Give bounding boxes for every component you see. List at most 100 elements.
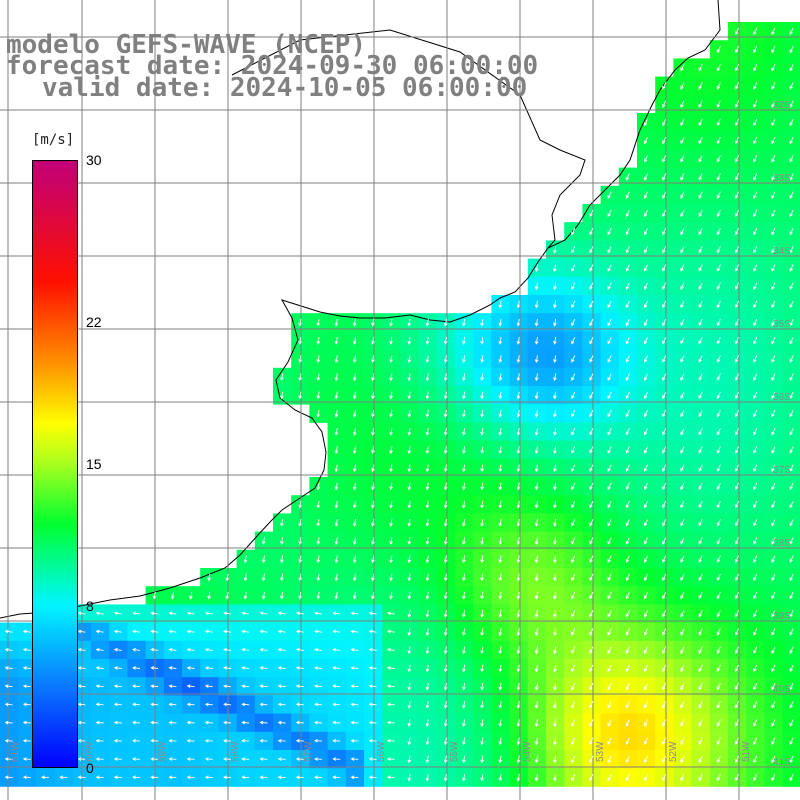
wind-arrow <box>589 537 594 545</box>
wind-arrow <box>498 500 503 509</box>
wind-arrow <box>698 318 703 327</box>
wind-arrow <box>789 355 794 363</box>
wind-arrow <box>386 702 395 707</box>
wind-arrow <box>571 628 576 636</box>
wind-arrow <box>207 591 211 600</box>
wind-arrow <box>716 737 721 745</box>
wind-arrow <box>132 720 141 725</box>
wind-arrow <box>753 446 758 454</box>
wind-arrow <box>680 82 685 90</box>
wind-arrow <box>316 591 321 600</box>
wind-arrow <box>462 664 466 673</box>
wind-arrow <box>77 647 86 652</box>
wind-arrow <box>698 136 703 145</box>
wind-arrow <box>553 646 557 655</box>
wind-arrow <box>734 227 740 236</box>
wind-arrow <box>753 573 758 582</box>
wind-arrow <box>277 775 286 780</box>
wind-arrow <box>716 300 721 309</box>
wind-arrow <box>698 373 703 381</box>
wind-arrow <box>753 64 758 72</box>
wind-arrow <box>662 555 667 563</box>
wind-arrow <box>716 136 721 145</box>
wind-arrow <box>771 500 776 509</box>
wind-arrow <box>716 391 721 400</box>
wind-arrow <box>389 555 393 564</box>
wind-speed-field <box>0 22 800 787</box>
wind-arrow <box>389 519 393 527</box>
wind-arrow <box>698 646 703 654</box>
wind-arrow <box>462 719 466 727</box>
wind-arrow <box>771 591 776 600</box>
wind-arrow <box>4 684 13 688</box>
wind-arrow <box>625 373 630 381</box>
wind-arrow <box>425 682 430 691</box>
wind-arrow <box>186 775 195 780</box>
wind-arrow <box>389 591 393 600</box>
wind-arrow <box>298 337 302 345</box>
wind-arrow <box>753 246 758 254</box>
wind-arrow <box>607 428 612 436</box>
wind-arrow <box>625 519 630 527</box>
wind-arrow <box>498 591 503 600</box>
wind-arrow <box>534 300 539 309</box>
wind-arrow <box>771 373 776 381</box>
wind-arrow <box>662 227 667 236</box>
wind-arrow <box>223 775 232 780</box>
wind-arrow <box>334 409 339 418</box>
wind-arrow <box>516 591 521 600</box>
wind-arrow <box>571 300 576 309</box>
wind-arrow <box>168 775 177 780</box>
wind-arrow <box>771 191 776 199</box>
wind-arrow <box>223 702 232 707</box>
wind-arrow <box>132 666 141 670</box>
wind-arrow <box>298 555 302 564</box>
wind-arrow <box>407 646 412 655</box>
wind-arrow <box>716 264 721 272</box>
wind-arrow <box>553 701 557 709</box>
wind-arrow <box>553 664 557 673</box>
wind-arrow <box>789 628 794 636</box>
wind-arrow <box>589 264 594 272</box>
wind-arrow <box>589 682 594 691</box>
wind-arrow <box>698 591 703 600</box>
wind-arrow <box>734 100 740 108</box>
longitude-label: 61W <box>10 741 21 762</box>
wind-arrow <box>22 757 31 761</box>
wind-arrow <box>643 719 649 727</box>
wind-arrow <box>386 629 395 634</box>
wind-arrow <box>223 757 232 761</box>
wind-arrow <box>480 373 484 382</box>
wind-arrow <box>716 664 721 673</box>
wind-arrow <box>643 191 649 199</box>
wind-arrow <box>643 591 649 600</box>
wind-arrow <box>168 684 177 688</box>
model-title: modelo GEFS-WAVE (NCEP) <box>6 30 367 60</box>
wind-arrow <box>716 409 721 418</box>
wind-arrow <box>698 227 703 236</box>
wind-arrow <box>625 755 630 764</box>
wind-arrow <box>607 264 612 272</box>
wind-arrow <box>316 519 321 527</box>
wind-arrow <box>534 719 539 727</box>
wind-arrow <box>698 337 703 345</box>
wind-arrow <box>753 227 758 236</box>
wind-arrow <box>480 537 484 545</box>
wind-arrow <box>480 646 484 655</box>
wind-arrow <box>132 684 141 688</box>
wind-arrow <box>789 537 794 545</box>
wind-arrow <box>680 64 685 72</box>
wind-arrow <box>643 737 649 745</box>
wind-arrow <box>625 737 630 745</box>
wind-arrow <box>114 611 122 616</box>
wind-arrow <box>589 719 594 727</box>
wind-arrow <box>298 373 302 382</box>
wind-arrow <box>425 646 430 655</box>
wind-arrow <box>516 664 521 673</box>
wind-arrow <box>352 519 357 527</box>
wind-arrow <box>368 611 377 616</box>
wind-arrow <box>680 227 685 236</box>
wind-arrow <box>789 373 794 381</box>
wind-arrow <box>498 537 503 545</box>
wind-arrow <box>113 684 122 688</box>
